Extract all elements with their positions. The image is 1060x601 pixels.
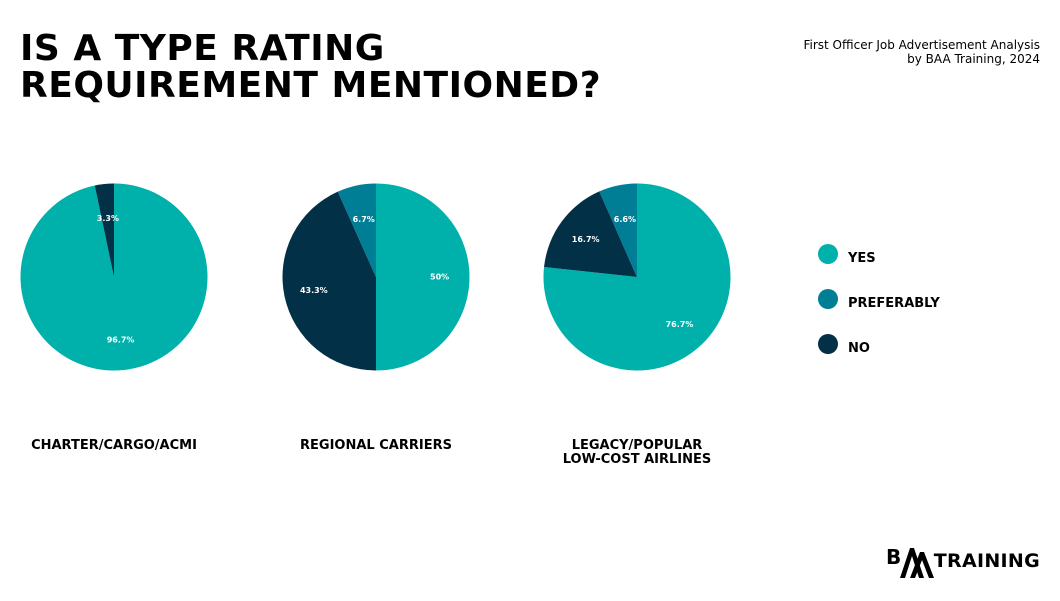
chart-caption-legacy-low-cost: LEGACY/POPULAR LOW-COST AIRLINES (517, 439, 757, 467)
pie-slice-label-yes: 76.7% (666, 320, 694, 329)
pie-slice-label-preferably: 6.6% (614, 215, 636, 224)
legend-label-preferably: PREFERABLY (848, 295, 940, 311)
pie-slice-preferably (337, 183, 376, 277)
pie-slice-no (282, 191, 376, 371)
baa-training-logo: B TRAINING (886, 542, 1040, 580)
baa-logo-mark-icon: B (886, 545, 934, 578)
pie-slice-label-preferably: 6.7% (353, 215, 375, 224)
legend-label-no: NO (848, 340, 870, 356)
pie-slice-yes (20, 183, 208, 371)
baa-logo-mark-a1 (899, 548, 924, 578)
chart-caption-line: LEGACY/POPULAR (571, 438, 703, 453)
chart-caption-regional-carriers: REGIONAL CARRIERS (256, 439, 496, 453)
legend-swatch-preferably (818, 289, 838, 309)
baa-logo-text: TRAINING (933, 550, 1040, 572)
pie-slice-preferably (599, 183, 637, 277)
pie-slice-label-no: 3.3% (97, 214, 119, 223)
legend-label-yes: YES (848, 250, 876, 266)
legend-item-yes: YES (818, 243, 940, 266)
pie-chart-legacy-low-cost: 76.7% 16.7% 6.6% (543, 183, 731, 371)
chart-caption-line: CHARTER/CARGO/ACMI (31, 438, 197, 453)
legend-swatch-yes (818, 244, 838, 264)
source-note-line-1: First Officer Job Advertisement Analysis (803, 38, 1040, 52)
pie-slice-label-yes: 96.7% (107, 336, 135, 345)
chart-caption-charter-cargo-acmi: CHARTER/CARGO/ACMI (0, 439, 234, 453)
page-title-line-1: IS A TYPE RATING (20, 28, 385, 69)
legend-item-no: NO (818, 333, 940, 356)
pie-chart-regional-carriers: 50% 43.3% 6.7% (282, 183, 470, 371)
pie-slice-no (544, 191, 637, 277)
legend: YES PREFERABLY NO (818, 243, 940, 378)
pie-chart-charter-cargo-acmi: 96.7% 3.3% (20, 183, 208, 371)
baa-logo-mark-b: B (886, 545, 901, 569)
page-title-line-2: REQUIREMENT MENTIONED? (20, 65, 602, 106)
pie-slice-label-no: 43.3% (300, 286, 328, 295)
source-note: First Officer Job Advertisement Analysis… (803, 38, 1040, 66)
source-note-line-2: by BAA Training, 2024 (907, 52, 1040, 66)
pie-slice-yes (376, 183, 470, 371)
legend-swatch-no (818, 334, 838, 354)
chart-caption-line: REGIONAL CARRIERS (300, 438, 452, 453)
page-title: IS A TYPE RATING REQUIREMENT MENTIONED? (20, 30, 601, 104)
pie-slice-no (94, 183, 114, 277)
legend-item-preferably: PREFERABLY (818, 288, 940, 311)
pie-slice-label-no: 16.7% (572, 235, 600, 244)
pie-slice-label-yes: 50% (430, 273, 449, 282)
chart-caption-line: LOW-COST AIRLINES (562, 452, 712, 467)
baa-logo-mark-a2 (909, 552, 934, 578)
